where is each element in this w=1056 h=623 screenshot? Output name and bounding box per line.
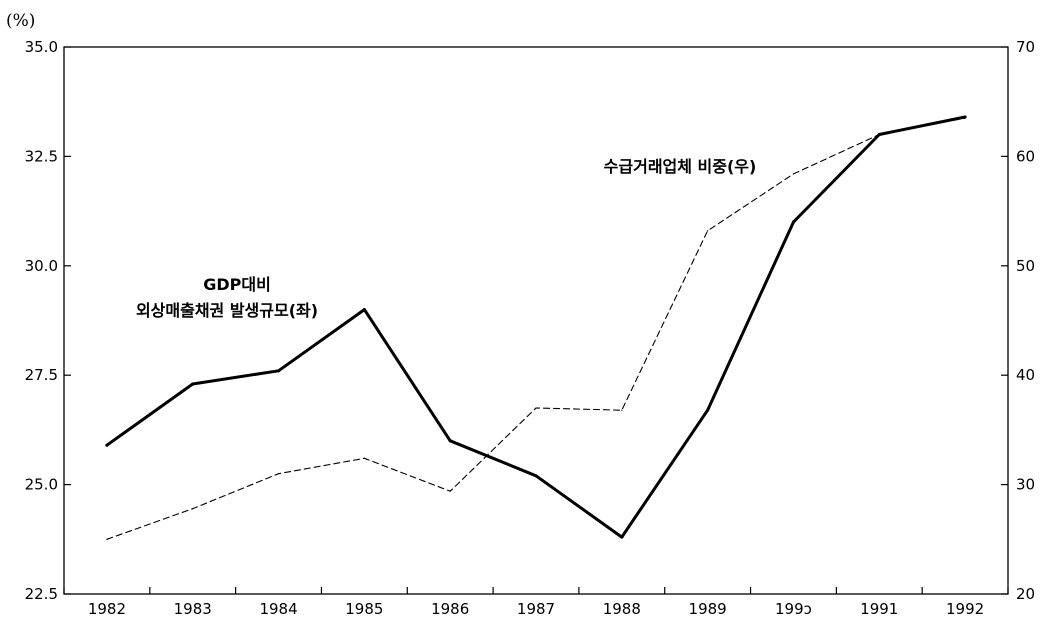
y-left-tick-label: 35.0 (25, 38, 58, 56)
plot-frame (63, 46, 1009, 595)
right-series-annotation: 수급거래업체 비중(우) (604, 157, 757, 176)
right-series-point (277, 473, 280, 475)
x-tick-label: 1982 (88, 600, 126, 618)
right-series-point (363, 457, 365, 459)
y-right-tick-label: 60 (1016, 147, 1035, 165)
left-series-point (620, 535, 624, 539)
x-tick-label: 1987 (517, 600, 555, 618)
left-series-point (448, 439, 452, 443)
right-series-point (878, 133, 880, 136)
right-series-point (106, 538, 108, 540)
x-tick-label: 1989 (689, 600, 727, 618)
y-right-tick-label: 30 (1016, 476, 1035, 494)
y-left-tick-label: 27.5 (25, 366, 58, 384)
y-left-tick-label: 30.0 (25, 257, 58, 275)
left-series-annotation: GDP대비 (203, 275, 271, 294)
y-right-tick-label: 40 (1016, 366, 1035, 384)
left-series-point (362, 308, 366, 312)
left-series-point (191, 382, 195, 386)
right-series-point (621, 409, 623, 411)
y-left-tick-label: 32.5 (25, 147, 58, 165)
y-right-tick-label: 20 (1016, 585, 1035, 603)
right-series-point (707, 230, 709, 232)
left-series-point (105, 443, 109, 447)
x-tick-label: 199ɔ (775, 600, 812, 618)
left-series-annotation: 외상매출채권 발생규모(좌) (136, 301, 318, 320)
x-tick-label: 1986 (431, 600, 469, 618)
right-series-point (535, 407, 537, 409)
right-series-point (192, 508, 194, 510)
right-series-point (964, 117, 966, 119)
left-series-point (706, 408, 710, 412)
y-right-tick-label: 70 (1016, 38, 1035, 56)
x-tick-label: 1984 (259, 600, 297, 618)
left-series-point (791, 220, 795, 224)
right-series-point (792, 173, 795, 175)
y-left-tick-label: 25.0 (25, 476, 58, 494)
y-unit-label: (%) (6, 11, 35, 31)
y-left-tick-label: 22.5 (25, 585, 58, 603)
right-series-point (449, 490, 451, 492)
x-tick-label: 1991 (860, 600, 898, 618)
y-right-tick-label: 50 (1016, 257, 1035, 275)
x-tick-label: 1985 (345, 600, 383, 618)
x-tick-label: 1988 (603, 600, 641, 618)
x-tick-label: 1983 (174, 600, 212, 618)
left-series-point (277, 369, 281, 373)
left-series-point (534, 474, 538, 478)
x-tick-label: 1992 (946, 600, 984, 618)
series-line-left (105, 115, 967, 539)
